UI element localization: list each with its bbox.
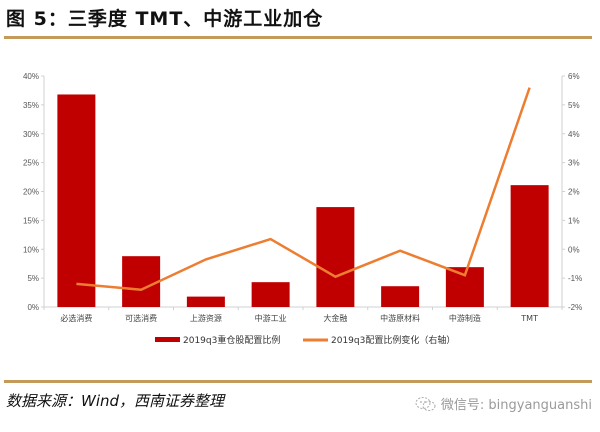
right-tick-label: 1%	[568, 216, 580, 225]
left-tick-label: 10%	[23, 245, 39, 254]
left-tick-label: 35%	[23, 101, 39, 110]
right-tick-label: 5%	[568, 101, 580, 110]
right-tick-label: 0%	[568, 245, 580, 254]
category-label: TMT	[520, 314, 538, 323]
left-tick-label: 0%	[27, 303, 39, 312]
left-tick-label: 30%	[23, 130, 39, 139]
watermark: 微信号: bingyanguanshi	[415, 394, 592, 413]
chart-title: 图 5：三季度 TMT、中游工业加仓	[6, 8, 324, 30]
bar	[57, 94, 96, 307]
bar	[122, 256, 161, 307]
category-label: 大金融	[323, 313, 347, 323]
right-tick-label: 6%	[568, 72, 580, 81]
bar	[316, 207, 355, 307]
right-tick-label: -2%	[568, 303, 582, 312]
category-label: 中游工业	[255, 313, 287, 323]
category-label: 可选消费	[125, 313, 157, 323]
bar	[381, 286, 420, 307]
watermark-text: 微信号: bingyanguanshi	[440, 398, 592, 413]
left-tick-label: 5%	[27, 274, 39, 283]
left-tick-label: 25%	[23, 159, 39, 168]
wechat-icon	[415, 396, 436, 411]
top-divider	[4, 36, 592, 39]
data-source: 数据来源：Wind，西南证券整理	[6, 392, 225, 410]
category-label: 中游制造	[449, 313, 481, 323]
right-tick-label: 2%	[568, 188, 580, 197]
bar	[186, 296, 225, 307]
bar	[510, 185, 549, 307]
right-tick-label: 3%	[568, 159, 580, 168]
category-label: 上游资源	[190, 313, 222, 323]
left-tick-label: 20%	[23, 188, 39, 197]
category-label: 必选消费	[60, 313, 92, 323]
right-tick-label: 4%	[568, 130, 580, 139]
category-label: 中游原材料	[380, 313, 420, 323]
combo-chart: 0% 5% 10% 15% 20% 25% 30% 35% 40% -2% -1% 0% 1% 2% 3% 4…	[23, 72, 582, 346]
right-tick-label: -1%	[568, 274, 582, 283]
bar	[251, 282, 290, 307]
line-series	[76, 87, 531, 291]
legend-line-label: 2019q3配置比例变化（右轴）	[331, 334, 455, 346]
legend-line-swatch	[303, 338, 328, 342]
bottom-divider	[4, 380, 592, 383]
left-tick-label: 40%	[23, 72, 39, 81]
left-tick-label: 15%	[23, 216, 39, 225]
legend-bar-swatch	[155, 337, 180, 342]
legend-bar-label: 2019q3重仓股配置比例	[183, 334, 280, 346]
